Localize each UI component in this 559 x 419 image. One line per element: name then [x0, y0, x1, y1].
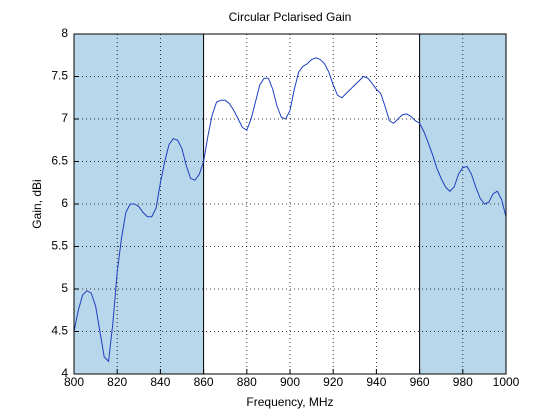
- chart-title: Circular Pclarised Gain: [229, 10, 352, 24]
- y-tick-label: 4.5: [51, 324, 68, 338]
- x-tick-label: 960: [410, 375, 430, 389]
- x-tick-label: 800: [64, 375, 84, 389]
- y-tick-label: 6.5: [51, 154, 68, 168]
- y-tick-label: 6: [61, 196, 68, 210]
- x-tick-label: 880: [237, 375, 257, 389]
- x-tick-label: 860: [194, 375, 214, 389]
- data-line: [73, 57, 507, 363]
- x-tick-label: 940: [366, 375, 386, 389]
- x-tick-label: 820: [107, 375, 127, 389]
- y-tick-label: 7: [61, 111, 68, 125]
- x-axis-label: Frequency, MHz: [246, 395, 333, 409]
- x-tick-label: 1000: [493, 375, 520, 389]
- y-tick-label: 5.5: [51, 239, 68, 253]
- axes-box: [73, 33, 507, 375]
- y-tick-label: 8: [61, 26, 68, 40]
- x-tick-label: 980: [453, 375, 473, 389]
- x-tick-label: 900: [280, 375, 300, 389]
- x-tick-label: 920: [323, 375, 343, 389]
- x-tick-label: 840: [150, 375, 170, 389]
- y-tick-label: 7.5: [51, 69, 68, 83]
- y-tick-label: 5: [61, 281, 68, 295]
- y-axis-label: Gain, dBi: [30, 179, 44, 228]
- y-tick-label: 4: [61, 366, 68, 380]
